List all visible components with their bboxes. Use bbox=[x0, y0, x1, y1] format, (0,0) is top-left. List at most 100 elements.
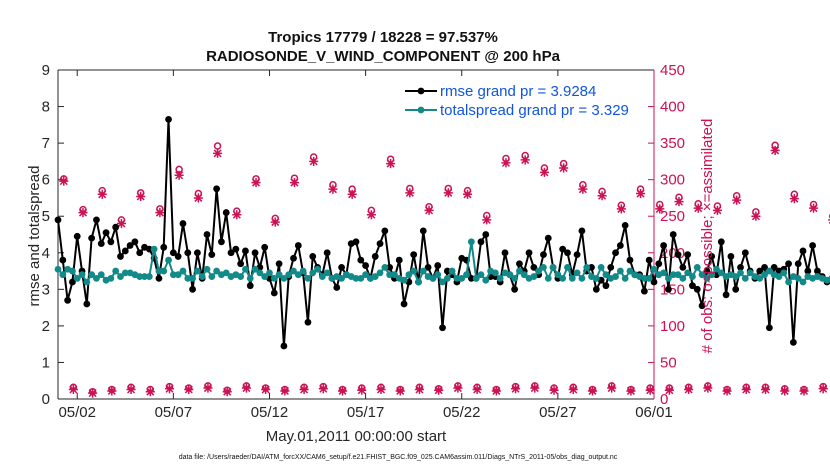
totalspread-point bbox=[280, 274, 288, 282]
x-tick-label: 05/17 bbox=[347, 404, 385, 421]
rmse-point bbox=[477, 238, 485, 246]
rmse-point bbox=[482, 231, 490, 238]
rmse-point bbox=[544, 234, 552, 242]
rmse-point bbox=[674, 251, 682, 259]
rmse-point bbox=[174, 253, 182, 260]
rmse-point bbox=[689, 282, 696, 290]
rmse-point bbox=[679, 264, 687, 271]
y-axis-right-label: # of obs: o=possible; ×=assimilated bbox=[699, 119, 716, 354]
totalspread-point bbox=[439, 278, 446, 286]
obs-assimilated-marker bbox=[616, 204, 626, 214]
obs-assimilated-marker bbox=[97, 189, 107, 199]
obs-assimilated-marker bbox=[635, 189, 646, 199]
totalspread-point bbox=[472, 274, 480, 282]
rmse-point bbox=[732, 285, 740, 293]
y-tick-right-label: 450 bbox=[660, 62, 685, 79]
obs-assimilated-marker bbox=[741, 384, 751, 395]
totalspread-point bbox=[299, 267, 307, 275]
obs-assimilated-marker bbox=[414, 384, 424, 395]
obs-assimilated-marker bbox=[357, 385, 367, 395]
rmse-point bbox=[97, 240, 105, 248]
totalspread-point bbox=[650, 265, 658, 273]
obs-assimilated-marker bbox=[751, 211, 761, 221]
chart-title: Tropics 17779 / 18228 = 97.537% bbox=[268, 29, 498, 46]
totalspread-point bbox=[765, 267, 773, 275]
totalspread-point bbox=[645, 274, 653, 282]
rmse-point bbox=[588, 264, 595, 271]
rmse-point bbox=[530, 264, 538, 271]
totalspread-point bbox=[294, 271, 302, 279]
rmse-point bbox=[789, 338, 797, 346]
totalspread-point bbox=[93, 274, 100, 282]
totalspread-point bbox=[693, 264, 701, 271]
obs-assimilated-marker bbox=[597, 191, 607, 201]
rmse-point bbox=[698, 302, 706, 310]
obs-assimilated-marker bbox=[318, 384, 328, 394]
totalspread-point bbox=[775, 273, 783, 280]
totalspread-point bbox=[251, 265, 259, 273]
rmse-point bbox=[69, 278, 76, 286]
rmse-point bbox=[251, 249, 259, 257]
y-tick-right-label: 300 bbox=[660, 172, 685, 189]
obs-assimilated-marker bbox=[222, 387, 232, 397]
totalspread-point bbox=[741, 274, 749, 282]
rmse-point bbox=[184, 249, 192, 257]
obs-assimilated-marker bbox=[453, 383, 463, 393]
totalspread-point bbox=[573, 269, 581, 277]
totalspread-point bbox=[242, 265, 249, 273]
rmse-point bbox=[799, 247, 807, 255]
rmse-point bbox=[424, 264, 432, 271]
rmse-point bbox=[102, 229, 110, 237]
totalspread-point bbox=[415, 278, 422, 286]
totalspread-point bbox=[314, 265, 321, 273]
rmse-point bbox=[213, 185, 221, 193]
obs-assimilated-marker bbox=[530, 383, 540, 393]
rmse-point bbox=[804, 267, 812, 275]
totalspread-point bbox=[708, 271, 716, 279]
rmse-point bbox=[592, 285, 600, 293]
totalspread-point bbox=[141, 273, 148, 280]
y-tick-right-label: 50 bbox=[660, 354, 677, 371]
totalspread-point bbox=[626, 267, 634, 275]
obs-assimilated-marker bbox=[760, 384, 771, 395]
rmse-point bbox=[717, 238, 725, 246]
obs-assimilated-marker bbox=[578, 184, 588, 194]
rmse-point bbox=[59, 256, 67, 264]
y-tick-right-label: 100 bbox=[660, 318, 685, 335]
totalspread-point bbox=[602, 271, 610, 279]
rmse-point bbox=[294, 242, 302, 249]
x-tick-label: 05/07 bbox=[155, 404, 193, 421]
totalspread-point bbox=[155, 267, 163, 275]
obs-assimilated-marker bbox=[587, 386, 598, 396]
obs-assimilated-marker bbox=[270, 217, 280, 227]
totalspread-point bbox=[256, 269, 264, 277]
totalspread-point bbox=[785, 278, 792, 286]
rmse-point bbox=[386, 264, 394, 271]
totalspread-point bbox=[559, 274, 567, 282]
obs-assimilated-marker bbox=[539, 167, 549, 177]
obs-assimilated-marker bbox=[68, 384, 78, 395]
rmse-point bbox=[357, 256, 365, 264]
rmse-point bbox=[270, 289, 278, 297]
rmse-point bbox=[737, 264, 744, 271]
rmse-point bbox=[684, 251, 692, 259]
obs-assimilated-marker bbox=[684, 384, 694, 395]
totalspread-point bbox=[121, 269, 129, 277]
totalspread-point bbox=[612, 273, 619, 280]
totalspread-point bbox=[665, 274, 672, 282]
rmse-point bbox=[112, 223, 120, 231]
totalspread-point bbox=[583, 264, 591, 271]
totalspread-point bbox=[621, 274, 629, 282]
rmse-point bbox=[304, 318, 312, 326]
totalspread-point bbox=[467, 238, 475, 246]
obs-assimilated-marker bbox=[501, 158, 511, 168]
rmse-point bbox=[761, 264, 768, 271]
totalspread-point bbox=[491, 269, 499, 277]
legend-label-rmse: rmse grand pr = 3.9284 bbox=[440, 83, 596, 100]
totalspread-point bbox=[69, 267, 76, 275]
rmse-point bbox=[83, 300, 91, 308]
rmse-point bbox=[88, 234, 96, 242]
totalspread-point bbox=[54, 265, 62, 273]
